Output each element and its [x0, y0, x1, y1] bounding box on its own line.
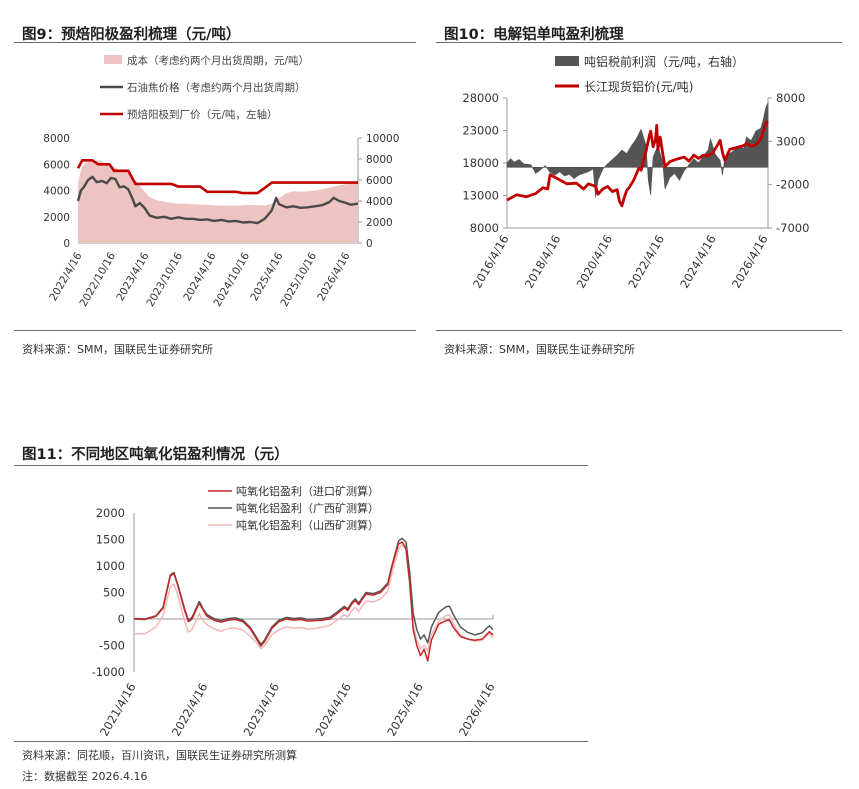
fig11-y-tick: 1500: [96, 533, 125, 547]
fig9-legend-coke: 石油焦价格（考虑约两个月出货周期）: [127, 81, 306, 94]
fig9-x-tick: 2022/4/16: [47, 250, 84, 303]
fig9-x-tick: 2022/10/16: [77, 250, 118, 309]
fig10-series-price-line: [506, 120, 769, 208]
fig9-series-cost-area: [78, 160, 358, 243]
fig11-y-tick: 0: [118, 612, 125, 626]
fig11-source: 资料来源：同花顺，百川资讯，国联民生证券研究所测算: [22, 749, 297, 762]
fig11-y-tick: 1000: [96, 559, 125, 573]
fig10-y-left-tick: 23000: [462, 124, 499, 138]
fig10-legend-price: 长江现货铝价(元/吨): [584, 79, 693, 94]
fig9-y-right-tick: 6000: [366, 175, 393, 187]
fig9-y-right-tick: 4000: [366, 196, 393, 208]
fig9-x-tick: 2023/4/16: [114, 250, 151, 303]
fig11-series-shanxi-line: [134, 544, 494, 652]
fig10-y-right-tick: -2000: [776, 178, 809, 192]
fig9-y-left-tick: 2000: [43, 212, 70, 224]
fig9-y-left-tick: 0: [63, 238, 70, 250]
fig9-y-right-tick: 10000: [366, 133, 399, 145]
fig10-y-right-tick: 8000: [776, 91, 805, 105]
fig10-y-left-tick: 18000: [462, 156, 499, 170]
fig11-x-tick: 2025/4/16: [384, 681, 426, 739]
fig11-bottom-rule: [14, 741, 588, 742]
fig10-y-right-tick: 3000: [776, 134, 805, 148]
fig10-x-tick: 2022/4/16: [625, 233, 667, 291]
fig9-series-coke-line: [76, 175, 359, 225]
fig11-top-rule: [14, 465, 588, 466]
fig11-series-import-line: [133, 541, 494, 662]
fig11-x-tick: 2021/4/16: [97, 681, 139, 739]
fig11-note: 注：数据截至 2026.4.16: [22, 770, 148, 783]
fig11-y-tick: 2000: [96, 506, 125, 520]
fig10-x-tick: 2024/4/16: [677, 233, 719, 291]
fig9-y-right-tick: 2000: [366, 217, 393, 229]
fig9-title: 图9：预焙阳极盈利梳理（元/吨）: [22, 27, 241, 43]
fig10-y-right-tick: -7000: [776, 221, 809, 235]
fig9-y-left-tick: 8000: [43, 133, 70, 145]
fig9-x-tick: 2026/4/16: [315, 250, 352, 303]
fig9-bottom-rule: [14, 330, 416, 331]
fig9-series-anode-line: [76, 159, 358, 195]
fig11-y-tick: -500: [99, 639, 125, 653]
fig10-legend-swatch-profit: [555, 56, 579, 66]
fig10-title: 图10：电解铝单吨盈利梳理: [444, 27, 624, 43]
fig9-y-left-tick: 4000: [43, 186, 70, 198]
fig10-x-tick: 2020/4/16: [574, 233, 616, 291]
fig9-top-rule: [14, 42, 416, 43]
fig11-legend-guangxi: 吨氧化铝盈利（广西矿测算）: [236, 501, 379, 515]
fig10-top-rule: [436, 42, 842, 43]
fig9-legend-swatch-cost: [104, 55, 122, 64]
fig11-legend-import: 吨氧化铝盈利（进口矿测算）: [236, 484, 379, 498]
fig9-x-tick: 2025/10/16: [278, 250, 319, 309]
fig9-legend-anode: 预焙阳极到厂价（元/吨，左轴）: [127, 108, 278, 121]
fig9-x-tick: 2025/4/16: [248, 250, 285, 303]
fig11-x-tick: 2022/4/16: [169, 681, 211, 739]
fig9-y-right-tick: 0: [366, 238, 373, 250]
fig9-source: 资料来源：SMM，国联民生证券研究所: [22, 343, 213, 356]
fig11-y-tick: -1000: [92, 665, 125, 679]
fig9-x-tick: 2024/4/16: [181, 250, 218, 303]
fig11-x-tick: 2024/4/16: [312, 681, 354, 739]
fig10-y-left-tick: 13000: [462, 189, 499, 203]
fig9-y-right-tick: 8000: [366, 154, 393, 166]
fig10-y-left-tick: 28000: [462, 91, 499, 105]
fig10-x-tick: 2018/4/16: [522, 233, 564, 291]
fig11-y-tick: 500: [103, 586, 125, 600]
fig10-y-left-tick: 8000: [470, 221, 499, 235]
fig10-legend-profit: 吨铝税前利润（元/吨，右轴）: [584, 54, 744, 69]
fig10-x-tick: 2016/4/16: [470, 233, 512, 291]
fig9-legend-cost: 成本（考虑约两个月出货周期，元/吨）: [127, 54, 309, 67]
fig10-source: 资料来源：SMM，国联民生证券研究所: [444, 343, 635, 356]
fig11-x-tick: 2026/4/16: [456, 681, 498, 739]
fig9-x-tick: 2024/10/16: [211, 250, 252, 309]
fig11-legend-shanxi: 吨氧化铝盈利（山西矿测算）: [236, 518, 379, 532]
fig9-y-left-tick: 6000: [43, 159, 70, 171]
fig11-title: 图11：不同地区吨氧化铝盈利情况（元）: [22, 447, 289, 463]
fig11-x-tick: 2023/4/16: [241, 681, 283, 739]
fig10-x-tick: 2026/4/16: [729, 233, 771, 291]
fig9-x-tick: 2023/10/16: [144, 250, 185, 309]
fig10-bottom-rule: [436, 330, 842, 331]
